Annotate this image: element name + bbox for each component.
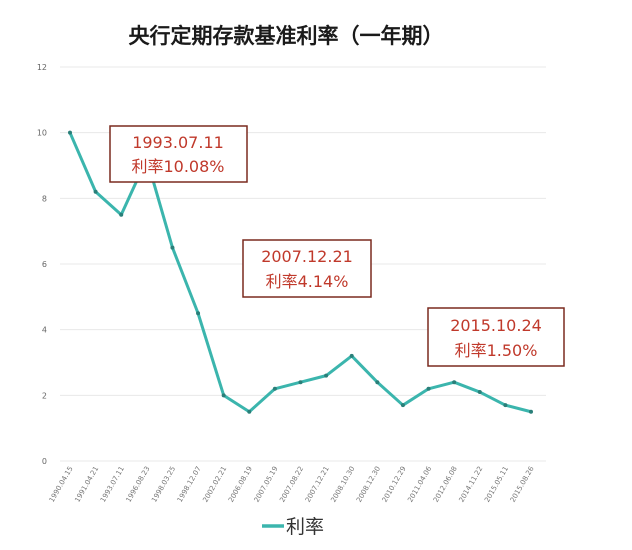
data-point <box>68 130 72 135</box>
y-tick-label: 0 <box>42 457 47 466</box>
annotation-1-date: 1993.07.11 <box>132 133 224 152</box>
annotation-1: 1993.07.11 利率10.08% <box>109 125 248 183</box>
x-tick-label: 1991.04.21 <box>73 465 100 504</box>
x-tick-label: 2015.08.26 <box>509 465 536 504</box>
data-point <box>221 393 226 398</box>
x-tick-label: 2010.12.29 <box>381 465 408 504</box>
data-point <box>196 311 201 316</box>
y-tick-label: 10 <box>37 129 47 138</box>
y-tick-label: 2 <box>42 391 47 400</box>
y-axis-ticks: 0 2 4 6 8 10 12 <box>37 63 47 466</box>
data-point <box>170 245 175 250</box>
x-tick-label: 2011.04.06 <box>406 465 433 504</box>
x-tick-label: 2008.12.30 <box>355 465 382 504</box>
legend-label: 利率 <box>286 516 324 538</box>
data-point <box>349 353 354 358</box>
data-point <box>93 189 98 194</box>
y-tick-label: 4 <box>42 326 47 335</box>
chart-title: 央行定期存款基准利率（一年期） <box>129 24 444 48</box>
x-tick-label: 2002.02.21 <box>201 465 228 504</box>
x-tick-label: 2015.05.11 <box>483 465 510 504</box>
y-tick-label: 12 <box>37 63 47 72</box>
annotation-3-date: 2015.10.24 <box>450 316 542 335</box>
annotation-2-box <box>242 239 372 298</box>
x-axis-ticks: 1990.04.151991.04.211993.07.111996.08.23… <box>48 465 536 504</box>
data-point <box>400 403 405 408</box>
data-point <box>119 212 124 217</box>
legend: 利率 <box>262 516 324 538</box>
x-tick-label: 2007.12.21 <box>304 465 331 504</box>
annotation-1-box <box>109 125 248 183</box>
y-tick-label: 6 <box>42 260 47 269</box>
annotation-3: 2015.10.24 利率1.50% <box>427 307 565 367</box>
x-tick-label: 2014.11.22 <box>458 465 485 504</box>
x-tick-label: 2007.05.19 <box>253 465 280 504</box>
data-point <box>375 380 380 385</box>
annotation-2-date: 2007.12.21 <box>261 247 353 266</box>
x-tick-label: 1993.07.11 <box>99 465 126 504</box>
annotation-2: 2007.12.21 利率4.14% <box>242 239 372 298</box>
data-point <box>324 373 329 378</box>
data-point <box>247 409 252 414</box>
data-point <box>477 390 482 395</box>
x-tick-label: 1996.08.23 <box>125 465 152 504</box>
x-tick-label: 2006.08.19 <box>227 465 254 504</box>
annotation-1-label: 利率10.08% <box>131 157 224 176</box>
annotation-3-label: 利率1.50% <box>455 341 538 360</box>
annotation-2-label: 利率4.14% <box>266 272 349 291</box>
x-tick-label: 1990.04.15 <box>48 465 75 504</box>
x-tick-label: 2007.08.22 <box>278 465 305 504</box>
x-tick-label: 2012.06.08 <box>432 465 459 504</box>
annotation-3-box <box>427 307 565 367</box>
y-tick-label: 8 <box>42 194 47 203</box>
x-tick-label: 1998.12.07 <box>176 465 203 504</box>
data-point <box>272 386 277 391</box>
data-point <box>503 403 508 408</box>
x-tick-label: 1998.03.25 <box>150 465 177 504</box>
data-point <box>452 380 457 385</box>
data-point <box>426 386 431 391</box>
data-point <box>298 380 303 385</box>
x-tick-label: 2008.10.30 <box>329 465 356 504</box>
data-point <box>529 409 533 414</box>
